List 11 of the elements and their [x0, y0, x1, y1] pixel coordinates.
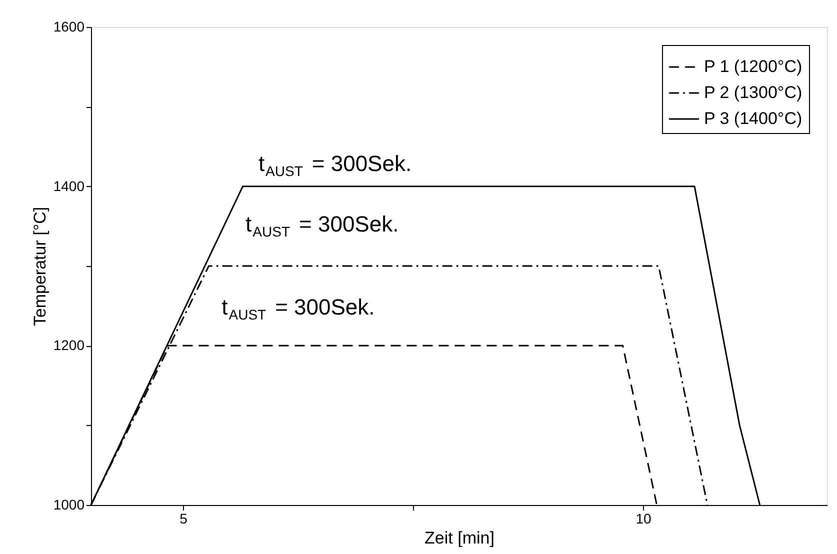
y-tick-label: 1600: [53, 18, 85, 34]
x-axis-title: Zeit [min]: [424, 528, 494, 548]
legend-label: P 1 (1200°C): [704, 57, 802, 76]
legend-label: P 2 (1300°C): [704, 83, 802, 102]
x-tick-label: 5: [180, 510, 188, 526]
y-axis-title: Temperatur [°C]: [30, 206, 50, 326]
y-tick-label: 1000: [53, 496, 85, 512]
x-tick-label: 10: [636, 510, 652, 526]
y-tick-label: 1400: [53, 178, 85, 194]
legend-label: P 3 (1400°C): [704, 109, 802, 128]
y-tick-label: 1200: [53, 337, 85, 354]
